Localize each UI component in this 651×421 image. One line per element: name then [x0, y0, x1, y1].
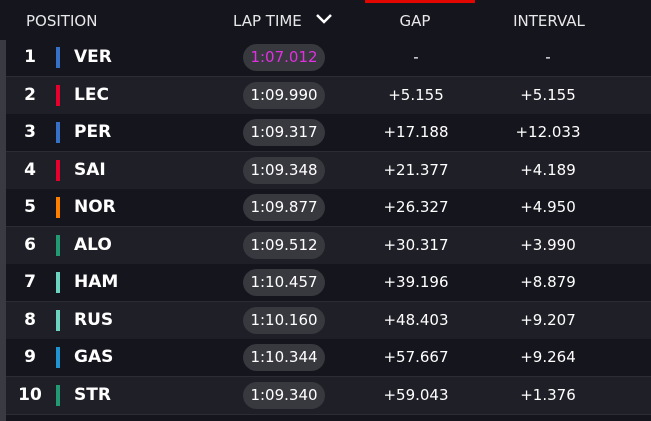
table-row[interactable]: 9 GAS 1:10.344 +57.667 +9.264 [6, 339, 651, 377]
interval: +9.264 [520, 348, 576, 366]
table-row[interactable]: 2 LEC 1:09.990 +5.155 +5.155 [6, 76, 651, 115]
lap-time: 1:09.348 [243, 156, 325, 184]
gap: +21.377 [383, 160, 449, 179]
table-row[interactable]: 4 SAI 1:09.348 +21.377 +4.189 [6, 151, 651, 190]
header-gap[interactable]: GAP [399, 12, 431, 30]
table-row[interactable]: 5 NOR 1:09.877 +26.327 +4.950 [6, 189, 651, 227]
team-color-bar [56, 197, 60, 218]
gap: +30.317 [383, 235, 449, 254]
lap-time: 1:09.877 [243, 194, 325, 221]
header-position[interactable]: POSITION [26, 12, 98, 30]
lap-time: 1:10.344 [243, 344, 325, 371]
sort-chevron[interactable] [315, 13, 333, 25]
driver-code: STR [74, 384, 111, 405]
interval: +3.990 [520, 235, 576, 254]
lap-time: 1:09.340 [243, 381, 325, 409]
header-lap-time[interactable]: LAP TIME [233, 12, 302, 30]
position: 1 [24, 47, 36, 67]
driver-code: LEC [74, 84, 109, 105]
lap-time: 1:10.457 [243, 269, 325, 296]
table-row[interactable]: 1 VER 1:07.012 - - [6, 39, 651, 77]
team-color-bar [56, 309, 60, 331]
team-color-bar [56, 272, 60, 293]
lap-time: 1:07.012 [243, 44, 325, 71]
lap-time: 1:09.990 [243, 81, 325, 109]
interval: +1.376 [520, 385, 576, 404]
driver-code: NOR [74, 197, 116, 217]
position: 6 [24, 234, 36, 255]
table-row[interactable]: 6 ALO 1:09.512 +30.317 +3.990 [6, 226, 651, 265]
gap: +59.043 [383, 385, 449, 404]
gap: - [413, 48, 419, 66]
gap: +48.403 [383, 310, 449, 329]
tab-indicator [365, 0, 475, 3]
gap: +39.196 [383, 273, 449, 291]
gap: +17.188 [383, 123, 449, 141]
position: 8 [24, 309, 36, 330]
driver-code: PER [74, 122, 112, 142]
header-interval[interactable]: INTERVAL [513, 12, 585, 30]
team-color-bar [56, 234, 60, 256]
team-color-bar [56, 84, 60, 106]
interval: +4.189 [520, 160, 576, 179]
driver-code: SAI [74, 159, 106, 180]
position: 7 [24, 272, 36, 292]
position: 10 [18, 384, 42, 405]
driver-code: GAS [74, 347, 114, 367]
gap: +57.667 [383, 348, 449, 366]
driver-code: RUS [74, 309, 114, 330]
lap-time: 1:10.160 [243, 306, 325, 334]
table-row[interactable]: 7 HAM 1:10.457 +39.196 +8.879 [6, 264, 651, 302]
team-color-bar [56, 122, 60, 143]
position: 2 [24, 84, 36, 105]
driver-code: HAM [74, 272, 119, 292]
table-row[interactable]: 10 STR 1:09.340 +59.043 +1.376 [6, 376, 651, 415]
lap-time: 1:09.512 [243, 231, 325, 259]
interval: +8.879 [520, 273, 576, 291]
interval: +12.033 [515, 123, 581, 141]
table-row[interactable]: 3 PER 1:09.317 +17.188 +12.033 [6, 114, 651, 152]
gap: +26.327 [383, 198, 449, 216]
driver-code: VER [74, 47, 112, 67]
interval: +4.950 [520, 198, 576, 216]
interval: +5.155 [520, 85, 576, 104]
position: 9 [24, 347, 36, 367]
interval: +9.207 [520, 310, 576, 329]
team-color-bar [56, 47, 60, 68]
position: 5 [24, 197, 36, 217]
driver-code: ALO [74, 234, 112, 255]
left-strip [0, 40, 6, 421]
position: 4 [24, 159, 36, 180]
team-color-bar [56, 159, 60, 181]
team-color-bar [56, 347, 60, 368]
team-color-bar [56, 384, 60, 406]
position: 3 [24, 122, 36, 142]
lap-time: 1:09.317 [243, 119, 325, 146]
interval: - [545, 48, 551, 66]
gap: +5.155 [388, 85, 444, 104]
table-row[interactable]: 8 RUS 1:10.160 +48.403 +9.207 [6, 301, 651, 340]
